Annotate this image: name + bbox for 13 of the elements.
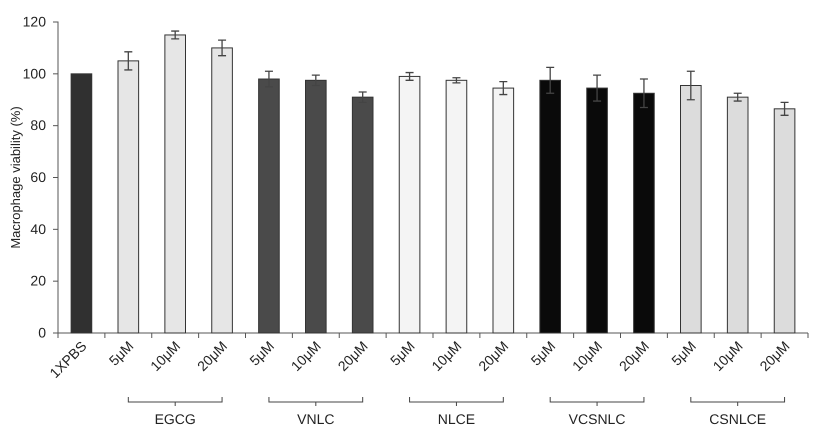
text: NLCE (438, 411, 476, 427)
text: VCSNLC (568, 411, 626, 427)
y-tick-label: 100 (22, 65, 46, 82)
y-tick-label: 0 (38, 324, 46, 340)
y-tick-label: 20 (30, 272, 46, 289)
text: VNLC (297, 411, 334, 427)
y-tick-label: 40 (30, 220, 46, 237)
y-tick-label: 120 (22, 13, 46, 30)
y-tick-label: 80 (30, 117, 46, 134)
text: CSNLCE (709, 411, 766, 427)
y-tick-label: 60 (30, 168, 46, 185)
text: EGCG (154, 411, 196, 427)
y-axis-title: Macrophage viability (%) (8, 106, 23, 249)
